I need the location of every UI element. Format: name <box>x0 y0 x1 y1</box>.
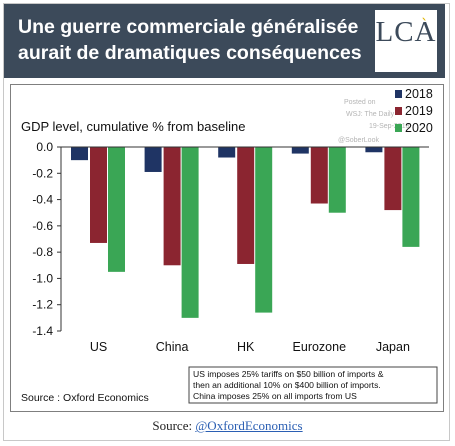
x-tick-label-japan: Japan <box>376 340 410 354</box>
bar-us-2018 <box>71 147 88 161</box>
logo-accent-icon: ˋ <box>421 16 429 34</box>
y-tick-label: 0.0 <box>36 140 53 154</box>
legend-label-2018: 2018 <box>405 87 433 101</box>
y-tick-label: -0.6 <box>32 219 53 233</box>
slide-title-line-1: Une guerre commerciale généralisée <box>18 16 359 38</box>
y-tick-label: -0.2 <box>32 166 53 180</box>
x-tick-label-us: US <box>90 340 107 354</box>
note-box <box>188 366 438 404</box>
note-line: US imposes 25% tariffs on $50 billion of… <box>193 369 384 379</box>
bar-us-2020 <box>108 147 125 272</box>
legend-swatch-2020 <box>395 124 402 132</box>
y-tick-label: -1.2 <box>32 298 53 312</box>
legend-swatch-2019 <box>395 107 402 115</box>
gdp-bar-chart: GDP level, cumulative % from baseline Pos… <box>21 87 438 404</box>
x-tick-label-eurozone: Eurozone <box>293 340 347 354</box>
bar-us-2019 <box>90 147 107 243</box>
slide-title: Une guerre commerciale généralisée aurai… <box>18 14 368 66</box>
bar-eurozone-2020 <box>328 147 346 213</box>
note-line: China imposes 25% on all imports from US <box>193 391 357 401</box>
y-tick-label: -1.0 <box>32 271 53 285</box>
bar-eurozone-2019 <box>310 147 328 204</box>
bar-hk-2020 <box>255 147 273 313</box>
lca-logo-text: LCA <box>375 16 437 48</box>
y-tick-label: -0.8 <box>32 245 53 259</box>
legend-label-2019: 2019 <box>405 104 433 118</box>
bar-china-2019 <box>163 147 181 266</box>
x-tick-label-hk: HK <box>237 340 255 354</box>
bar-eurozone-2018 <box>291 147 309 154</box>
footer-source-link[interactable]: @OxfordEconomics <box>195 418 303 433</box>
legend-label-2020: 2020 <box>405 121 433 135</box>
footer-source: Source: @OxfordEconomics <box>0 418 455 434</box>
bar-japan-2020 <box>402 147 420 247</box>
note-line: then an additional 10% on $400 billion o… <box>193 380 381 390</box>
bar-japan-2019 <box>384 147 402 211</box>
title-banner: Une guerre commerciale généralisée aurai… <box>4 4 445 78</box>
footer-source-label: Source: <box>152 418 196 433</box>
x-tick-label-china: China <box>156 340 189 354</box>
slide-title-line-2: aurait de dramatiques conséquences <box>18 42 362 64</box>
watermark-text: 19-Sep-2018 <box>369 123 410 130</box>
watermark-text: @SoberLook <box>338 137 379 144</box>
y-tick-label: -0.4 <box>32 193 53 207</box>
bar-japan-2018 <box>365 147 383 153</box>
bar-hk-2019 <box>237 147 255 264</box>
lca-logo: LCA ˋ <box>375 10 437 72</box>
legend-swatch-2018 <box>395 90 402 98</box>
bar-china-2020 <box>181 147 199 318</box>
chart-source: Source : Oxford Economics <box>21 392 149 404</box>
watermark-text: Posted on <box>344 99 376 106</box>
bar-hk-2018 <box>218 147 236 158</box>
chart-panel: GDP level, cumulative % from baseline Pos… <box>10 84 444 412</box>
bar-china-2018 <box>144 147 162 172</box>
watermark-text: WSJ: The Daily <box>346 111 395 118</box>
y-tick-label: -1.4 <box>32 324 53 338</box>
chart-title: GDP level, cumulative % from baseline <box>21 119 245 134</box>
